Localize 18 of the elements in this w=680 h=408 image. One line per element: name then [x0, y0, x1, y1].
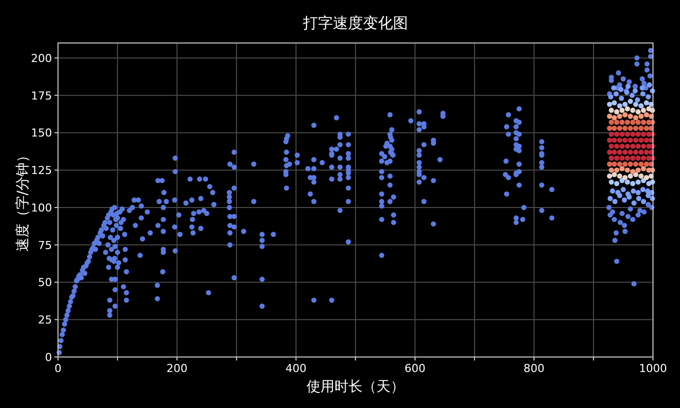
x-tick-label: 800: [524, 362, 544, 375]
x-tick-label: 1000: [639, 362, 667, 375]
x-axis-label: 使用时长（天）: [306, 379, 404, 395]
x-tick-label: 0: [54, 362, 62, 375]
title: 打字速度变化图: [303, 14, 408, 32]
y-tick-label: 100: [31, 201, 52, 214]
x-tick-label: 600: [404, 362, 426, 375]
y-tick-label: 25: [38, 314, 52, 327]
y-tick-label: 50: [38, 276, 52, 290]
y-tick-label: 200: [31, 52, 52, 65]
y-tick-label: 175: [31, 89, 52, 102]
x-tick-label: 400: [286, 362, 306, 375]
y-tick-label: 125: [31, 164, 52, 178]
y-tick-label: 0: [45, 351, 52, 364]
y-tick-label: 150: [31, 126, 52, 140]
y-tick-label: 75: [38, 238, 52, 252]
y-axis-label: 速度（字/分钟）: [15, 148, 31, 252]
x-tick-label: 200: [166, 362, 188, 375]
